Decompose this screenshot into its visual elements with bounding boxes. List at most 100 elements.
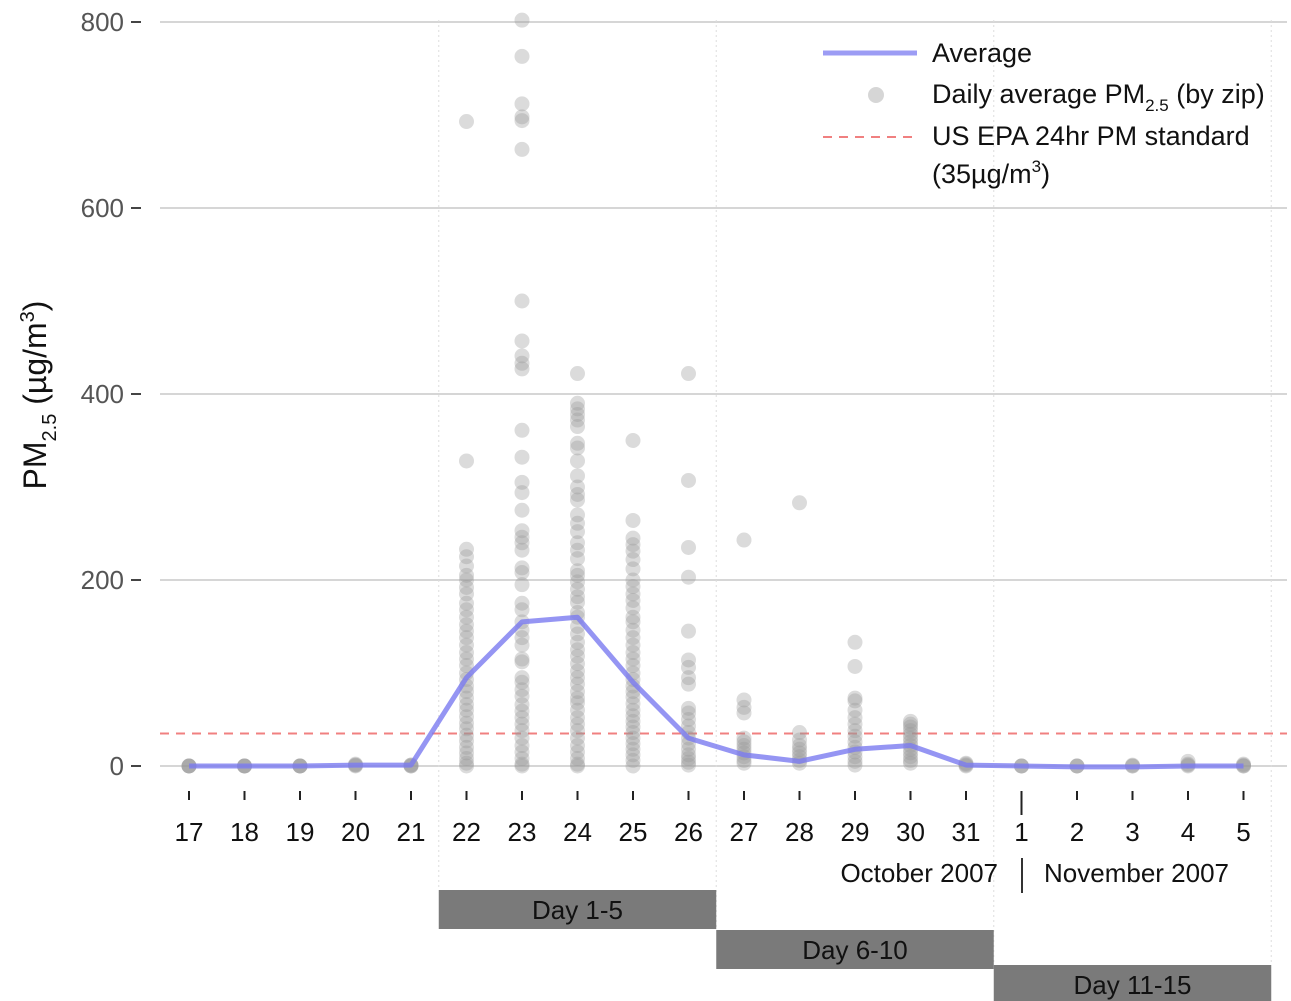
- scatter-point: [625, 592, 641, 608]
- scatter-point: [570, 563, 585, 579]
- scatter-point: [459, 630, 474, 646]
- scatter-point: [570, 684, 585, 700]
- scatter-point: [736, 738, 752, 754]
- scatter-point: [514, 502, 530, 518]
- scatter-point: [625, 630, 641, 646]
- scatter-point: [459, 709, 474, 725]
- scatter-point: [625, 512, 641, 528]
- scatter-point: [459, 739, 474, 755]
- scatter-point: [514, 654, 530, 670]
- scatter-point: [570, 366, 585, 382]
- y-axis-title-sup: 3: [17, 311, 39, 322]
- scatter-point: [681, 751, 696, 767]
- scatter-point: [792, 745, 807, 761]
- scatter-point: [459, 721, 474, 737]
- scatter-point: [625, 719, 641, 735]
- scatter-point: [570, 515, 585, 531]
- scatter-point: [514, 758, 530, 774]
- scatter-point: [570, 468, 585, 484]
- scatter-point: [514, 474, 530, 490]
- scatter-point: [570, 406, 585, 422]
- scatter-point: [514, 682, 530, 698]
- scatter-points: [181, 12, 1251, 774]
- scatter-point: [514, 529, 530, 545]
- scatter-point: [459, 558, 474, 574]
- scatter-point: [459, 651, 474, 667]
- scatter-point: [459, 541, 474, 557]
- scatter-point: [570, 710, 585, 726]
- scatter-point: [570, 676, 585, 692]
- legend-standard-label-1: US EPA 24hr PM standard: [932, 121, 1250, 151]
- scatter-point: [514, 422, 530, 438]
- scatter-point: [570, 435, 585, 451]
- scatter-point: [514, 485, 530, 501]
- y-axis-title-close: ): [17, 301, 53, 312]
- scatter-point: [625, 552, 641, 568]
- scatter-point: [625, 637, 641, 653]
- scatter-point: [792, 741, 807, 757]
- period-bar: [993, 965, 1272, 1001]
- x-tick-label: 18: [230, 817, 259, 847]
- scatter-point: [570, 486, 585, 502]
- scatter-point: [847, 634, 863, 650]
- scatter-point: [681, 659, 696, 675]
- scatter-point: [903, 726, 918, 742]
- scatter-point: [625, 658, 641, 674]
- y-tick-label: 200: [81, 565, 124, 595]
- scatter-point: [570, 648, 585, 664]
- scatter-point: [681, 754, 696, 770]
- scatter-point: [792, 738, 807, 754]
- period-label: Day 11-15: [1073, 970, 1191, 1000]
- scatter-point: [625, 586, 641, 602]
- scatter-point: [514, 96, 530, 112]
- scatter-point: [570, 670, 585, 686]
- legend-points-main: Daily average PM: [932, 79, 1145, 109]
- scatter-point: [903, 749, 918, 765]
- period-bars: Day 1-5 Day 6-10 Day 11-15: [438, 890, 1272, 1001]
- scatter-point: [459, 617, 474, 633]
- scatter-point: [514, 688, 530, 704]
- legend-standard-2b: ): [1041, 159, 1050, 189]
- scatter-point: [681, 700, 696, 716]
- y-tick-label: 600: [81, 193, 124, 223]
- scatter-point: [570, 453, 585, 469]
- period-bar: [716, 930, 994, 969]
- scatter-point: [570, 634, 585, 650]
- scatter-point: [570, 642, 585, 658]
- scatter-point: [736, 692, 752, 708]
- scatter-point: [903, 723, 918, 739]
- y-tick-label: 800: [81, 7, 124, 37]
- scatter-point: [514, 637, 530, 653]
- x-tick-label: 24: [563, 817, 592, 847]
- scatter-point: [570, 716, 585, 732]
- scatter-point: [625, 758, 641, 774]
- scatter-point: [459, 715, 474, 731]
- scatter-point: [459, 586, 474, 602]
- scatter-point: [681, 705, 696, 721]
- scatter-point: [625, 752, 641, 768]
- scatter-point: [847, 757, 863, 773]
- scatter-point: [625, 736, 641, 752]
- scatter-point: [570, 656, 585, 672]
- scatter-point: [625, 713, 641, 729]
- scatter-point: [514, 716, 530, 732]
- x-tick-label: 17: [175, 817, 204, 847]
- scatter-point: [570, 758, 585, 774]
- scatter-point: [514, 141, 530, 157]
- x-tick-label: 21: [397, 817, 426, 847]
- scatter-point: [625, 433, 641, 448]
- x-tick-label: 2: [1070, 817, 1084, 847]
- x-tick-label: 29: [841, 817, 870, 847]
- scatter-point: [514, 113, 530, 129]
- scatter-point: [570, 730, 585, 746]
- scatter-point: [514, 542, 530, 558]
- scatter-point: [570, 507, 585, 523]
- scatter-point: [625, 725, 641, 741]
- scatter-point: [681, 366, 696, 382]
- scatter-point: [681, 718, 696, 734]
- scatter-point: [570, 401, 585, 417]
- x-tick-label: 22: [452, 817, 481, 847]
- scatter-point: [514, 577, 530, 593]
- scatter-point: [570, 744, 585, 760]
- scatter-point: [903, 755, 918, 771]
